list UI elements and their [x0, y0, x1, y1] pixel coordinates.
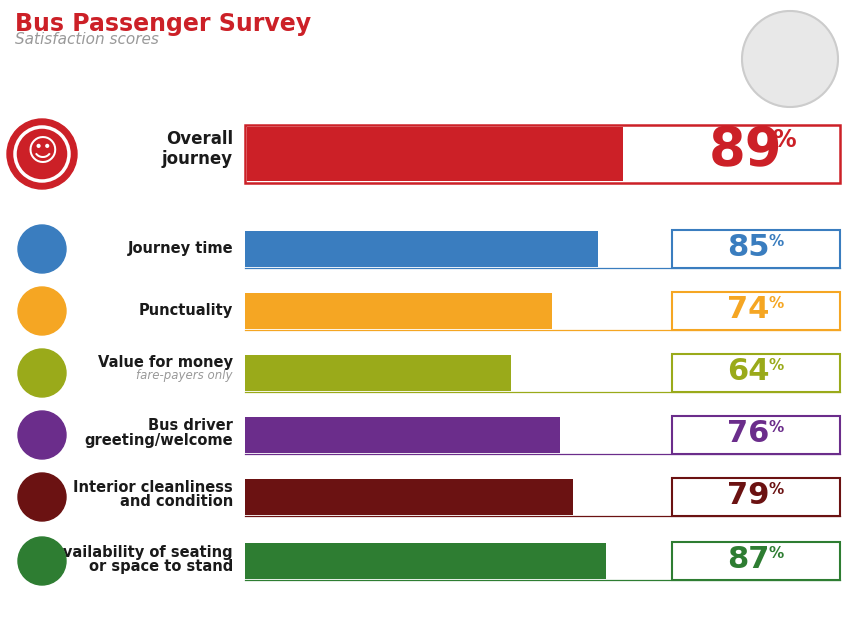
Text: %: %: [772, 128, 796, 152]
Circle shape: [18, 225, 66, 273]
FancyBboxPatch shape: [672, 354, 840, 392]
Text: Interior cleanliness: Interior cleanliness: [73, 481, 233, 496]
FancyBboxPatch shape: [672, 478, 840, 516]
Text: %: %: [768, 545, 784, 560]
Text: %: %: [768, 357, 784, 372]
Text: %: %: [768, 296, 784, 311]
FancyBboxPatch shape: [672, 416, 840, 454]
Text: Availability of seating: Availability of seating: [53, 545, 233, 560]
Circle shape: [18, 473, 66, 521]
Text: 89: 89: [709, 124, 783, 176]
Text: greeting/welcome: greeting/welcome: [84, 433, 233, 447]
Text: Bus Passenger Survey: Bus Passenger Survey: [15, 12, 311, 36]
FancyBboxPatch shape: [245, 231, 598, 267]
FancyBboxPatch shape: [245, 293, 552, 329]
FancyBboxPatch shape: [672, 292, 840, 330]
Circle shape: [18, 537, 66, 585]
FancyBboxPatch shape: [247, 127, 623, 181]
FancyBboxPatch shape: [672, 542, 840, 580]
Text: 64: 64: [727, 357, 769, 386]
Text: Satisfaction scores: Satisfaction scores: [15, 32, 159, 47]
Text: and condition: and condition: [120, 494, 233, 509]
Text: 76: 76: [727, 420, 769, 448]
Text: %: %: [768, 233, 784, 248]
FancyBboxPatch shape: [672, 230, 840, 268]
Circle shape: [18, 411, 66, 459]
FancyBboxPatch shape: [245, 417, 560, 453]
Text: 85: 85: [727, 233, 769, 262]
Circle shape: [18, 287, 66, 335]
Circle shape: [742, 11, 838, 107]
Text: Journey time: Journey time: [128, 240, 233, 255]
Text: 79: 79: [727, 482, 769, 511]
Text: Value for money: Value for money: [98, 355, 233, 370]
Text: fare-payers only: fare-payers only: [137, 369, 233, 382]
Text: 74: 74: [727, 296, 769, 325]
FancyBboxPatch shape: [245, 543, 606, 579]
Text: ☺: ☺: [26, 138, 58, 167]
Circle shape: [18, 349, 66, 397]
FancyBboxPatch shape: [245, 479, 573, 515]
Text: Overall
journey: Overall journey: [162, 130, 233, 169]
FancyBboxPatch shape: [245, 355, 511, 391]
Text: or space to stand: or space to stand: [88, 559, 233, 574]
Text: %: %: [768, 420, 784, 435]
Circle shape: [7, 119, 77, 189]
Text: 87: 87: [727, 545, 769, 574]
Text: Bus driver: Bus driver: [148, 418, 233, 433]
Text: Punctuality: Punctuality: [139, 303, 233, 318]
Text: %: %: [768, 482, 784, 496]
